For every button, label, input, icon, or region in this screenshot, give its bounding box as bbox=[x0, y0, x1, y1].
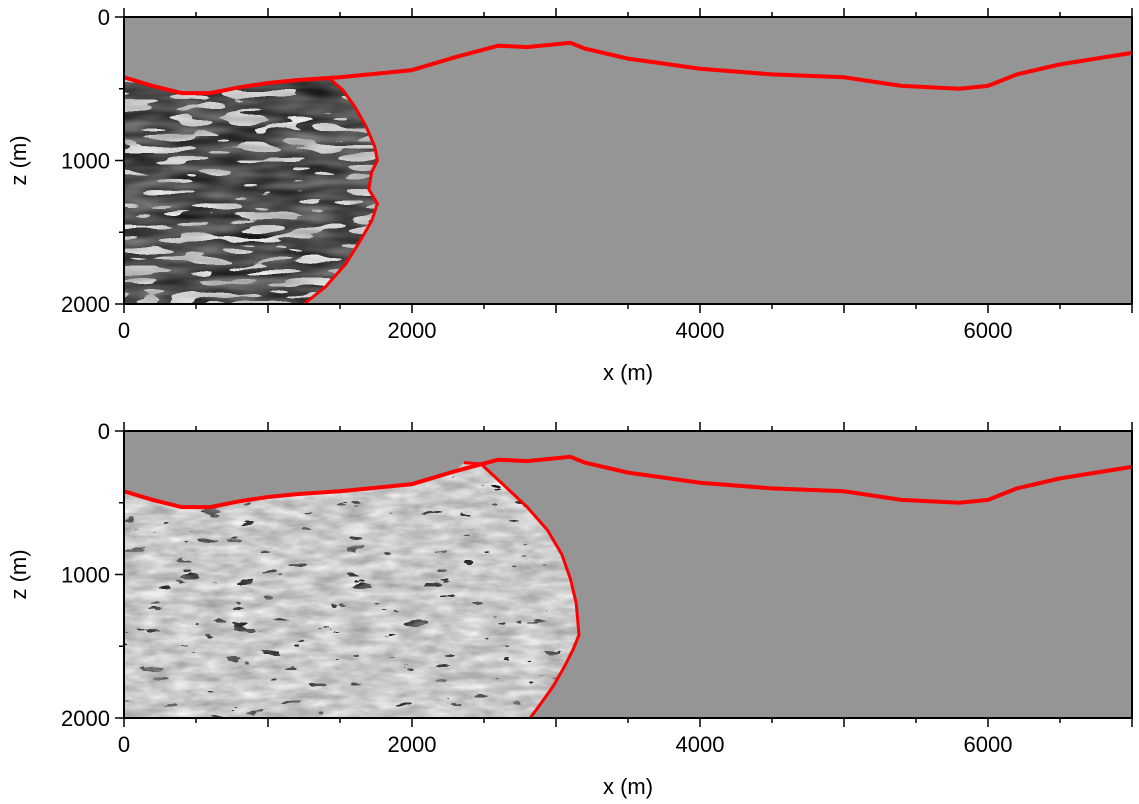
wavefield-panel-bottom: 0 2000 4000 6000 0 1000 2000 x (m) z (m) bbox=[6, 419, 1133, 799]
x-tick-label: 0 bbox=[118, 318, 130, 343]
x-axis: 0 2000 4000 6000 bbox=[118, 422, 1133, 757]
y-axis: 0 1000 2000 bbox=[61, 419, 124, 731]
y-tick-label: 2000 bbox=[61, 292, 110, 317]
x-tick-label: 6000 bbox=[964, 318, 1013, 343]
y-axis-title: z (m) bbox=[6, 135, 31, 185]
x-axis-title: x (m) bbox=[603, 360, 653, 385]
x-axis-title: x (m) bbox=[603, 774, 653, 799]
surface-topography-line bbox=[123, 454, 1133, 510]
y-tick-label: 0 bbox=[98, 5, 110, 30]
x-tick-label: 2000 bbox=[388, 318, 437, 343]
wavefront-line bbox=[303, 77, 380, 306]
x-axis: 0 2000 4000 6000 bbox=[118, 8, 1133, 343]
x-tick-label: 0 bbox=[118, 732, 130, 757]
wavefield-texture bbox=[124, 77, 378, 304]
y-tick-label: 2000 bbox=[61, 706, 110, 731]
x-tick-label: 2000 bbox=[388, 732, 437, 757]
x-tick-label: 6000 bbox=[964, 732, 1013, 757]
y-tick-label: 0 bbox=[98, 419, 110, 444]
x-tick-label: 4000 bbox=[676, 732, 725, 757]
wavefront-line bbox=[463, 461, 581, 719]
y-tick-label: 1000 bbox=[61, 149, 110, 174]
x-tick-label: 4000 bbox=[676, 318, 725, 343]
wavefield-panel-top: 0 2000 4000 6000 0 1000 2000 x (m) z (m) bbox=[6, 5, 1133, 385]
y-axis: 0 1000 2000 bbox=[61, 5, 124, 317]
y-tick-label: 1000 bbox=[61, 563, 110, 588]
surface-topography-line bbox=[123, 40, 1133, 96]
y-axis-title: z (m) bbox=[6, 549, 31, 599]
